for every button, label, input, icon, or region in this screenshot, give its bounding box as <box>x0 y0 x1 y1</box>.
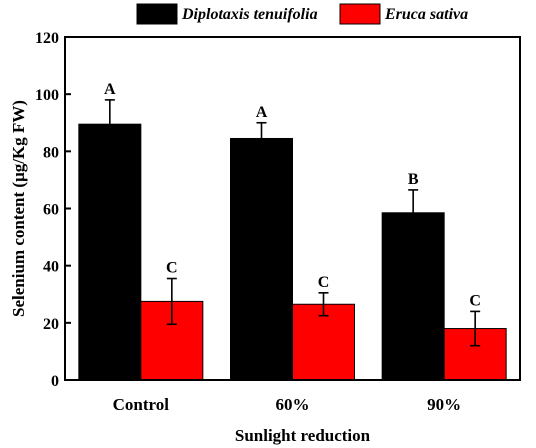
legend: Diplotaxis tenuifolia Eruca sativa <box>136 3 468 25</box>
x-axis-label: Sunlight reduction <box>235 426 371 445</box>
y-tick-label: 80 <box>43 144 59 161</box>
bar <box>230 137 293 381</box>
bars: A C A C B C <box>78 81 507 381</box>
significance-letter: C <box>469 292 481 309</box>
legend-label: Eruca sativa <box>384 6 468 23</box>
legend-label: Diplotaxis tenuifolia <box>181 6 318 23</box>
significance-letter: B <box>408 171 419 188</box>
plot-frame <box>64 36 521 381</box>
y-tick-label: 0 <box>51 373 59 390</box>
y-tick-label: 100 <box>35 87 59 104</box>
x-tick-label: Control <box>113 395 170 414</box>
legend-swatch <box>339 3 381 25</box>
y-tick-label: 20 <box>43 316 59 333</box>
x-tick-label: 90% <box>427 395 461 414</box>
y-tick-label: 60 <box>43 202 59 219</box>
y-tick-label: 40 <box>43 259 59 276</box>
significance-letter: C <box>166 260 178 277</box>
significance-letter: A <box>104 81 116 98</box>
bar <box>292 303 355 381</box>
significance-letter: C <box>318 274 330 291</box>
bar <box>381 212 445 381</box>
y-axis-label: Selenium content (μg/Kg FW) <box>9 100 28 317</box>
bar <box>78 123 142 381</box>
significance-letter: A <box>256 104 268 121</box>
y-axis: 0 20 40 60 80 100 120 <box>35 30 71 390</box>
y-tick-label: 120 <box>35 30 59 47</box>
x-tick-label: 60% <box>276 395 310 414</box>
legend-swatch <box>136 3 178 25</box>
plot-border <box>64 36 521 381</box>
